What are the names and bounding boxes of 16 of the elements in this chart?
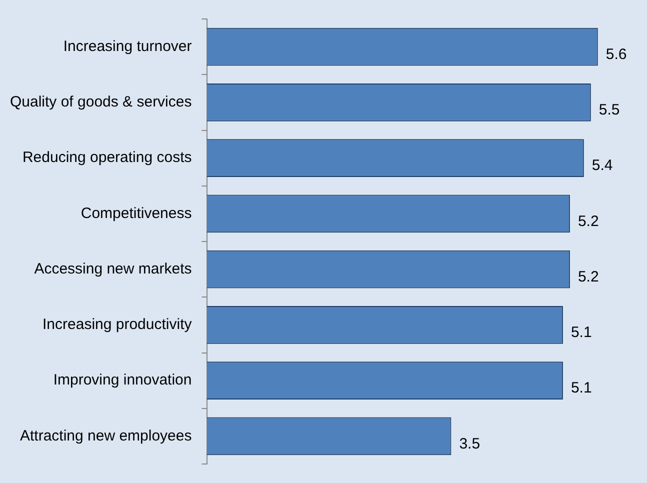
y-tick-label: Quality of goods & services bbox=[10, 94, 192, 111]
data-label: 3.5 bbox=[459, 435, 480, 452]
data-label: 5.2 bbox=[578, 212, 599, 230]
y-tick-label: Competitiveness bbox=[80, 204, 192, 222]
y-tick-label: Improving innovation bbox=[53, 372, 192, 389]
data-label: 5.2 bbox=[578, 268, 599, 286]
data-label: 5.1 bbox=[570, 324, 592, 342]
y-tick-label: Increasing productivity bbox=[42, 316, 192, 334]
data-label: 5.4 bbox=[592, 157, 613, 174]
y-tick-label: Attracting new employees bbox=[20, 427, 192, 444]
data-label: 5.1 bbox=[570, 380, 592, 397]
data-label: 5.5 bbox=[598, 102, 620, 119]
y-tick-label: Accessing new markets bbox=[34, 260, 192, 278]
y-tick-label: Reducing operating costs bbox=[22, 149, 192, 166]
data-label: 5.6 bbox=[606, 46, 627, 63]
y-tick-label: Increasing turnover bbox=[63, 38, 192, 55]
